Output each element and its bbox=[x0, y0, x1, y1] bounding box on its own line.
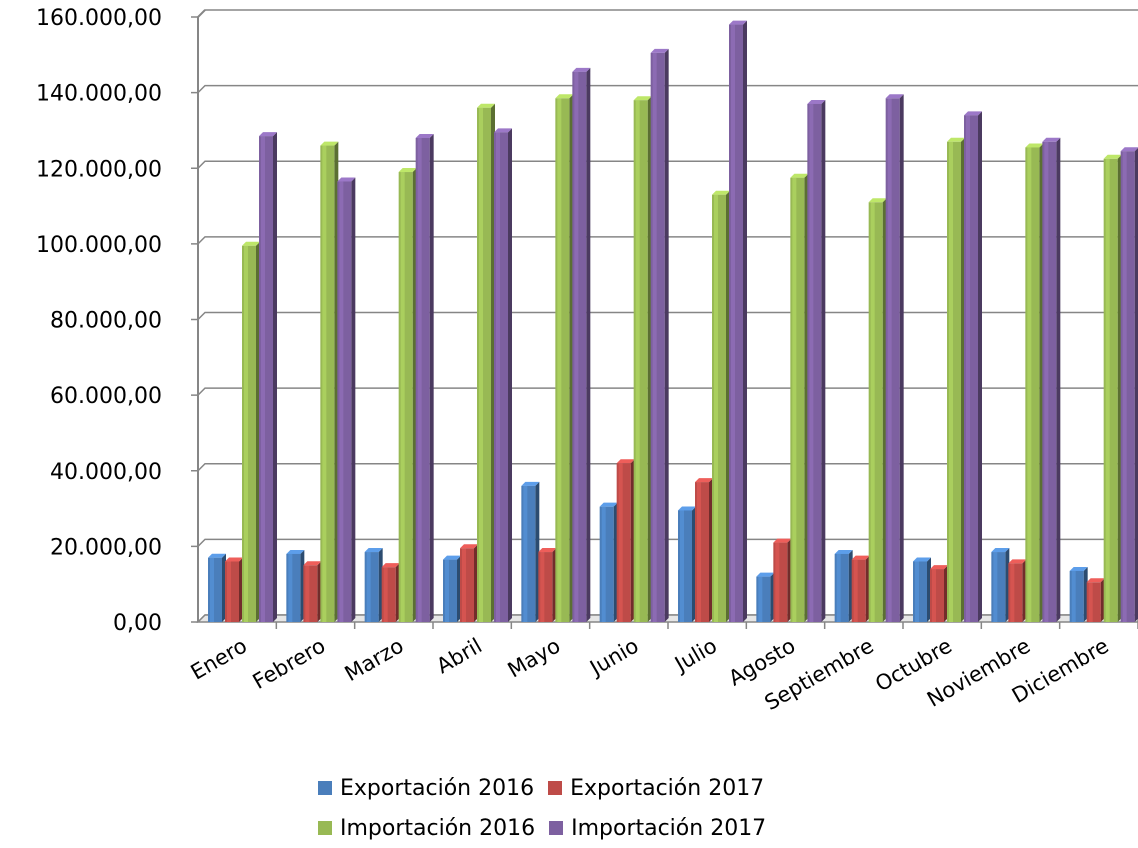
x-tick-label: Enero bbox=[187, 634, 251, 685]
bar-exportacion-2017-julio bbox=[695, 478, 713, 622]
legend-swatch-importacion-2016 bbox=[318, 821, 332, 835]
bar-importacion-2017-febrero bbox=[337, 177, 356, 622]
bar-exportacion-2017-septiembre bbox=[851, 555, 870, 622]
bar-importacion-2017-mayo bbox=[572, 67, 591, 622]
legend-label: Exportación 2016 bbox=[340, 775, 535, 801]
bar-exportacion-2017-diciembre bbox=[1086, 578, 1105, 622]
y-tick-label: 120.000,00 bbox=[36, 157, 162, 182]
bar-importacion-2017-marzo bbox=[415, 134, 434, 622]
x-tick-label: Febrero bbox=[249, 634, 330, 694]
bar-importacion-2016-agosto bbox=[790, 173, 809, 622]
y-tick-label: 160.000,00 bbox=[36, 6, 162, 31]
gridline bbox=[197, 538, 1138, 547]
legend-swatch-importacion-2017 bbox=[549, 821, 564, 835]
gridline bbox=[197, 463, 1138, 472]
bar-exportacion-2016-febrero bbox=[286, 549, 305, 622]
y-tick-label: 20.000,00 bbox=[50, 535, 162, 560]
x-tick-label: Marzo bbox=[341, 634, 408, 687]
gridline bbox=[197, 236, 1138, 245]
y-tick-label: 140.000,00 bbox=[36, 82, 162, 107]
bar-importacion-2017-abril bbox=[494, 128, 512, 622]
legend-label: Exportación 2017 bbox=[570, 775, 765, 801]
x-tick-label: Abril bbox=[432, 634, 486, 679]
legend-label: Importación 2016 bbox=[340, 815, 536, 841]
x-tick-label: Julio bbox=[669, 634, 721, 678]
bar-importacion-2017-agosto bbox=[807, 99, 826, 622]
bar-exportacion-2017-junio bbox=[616, 459, 635, 622]
legend-swatch-exportacion-2017 bbox=[548, 781, 563, 795]
bar-exportacion-2017-octubre bbox=[930, 565, 948, 622]
bar-importacion-2017-septiembre bbox=[885, 94, 904, 622]
bar-exportacion-2017-mayo bbox=[538, 548, 557, 622]
bar-exportacion-2016-diciembre bbox=[1069, 566, 1088, 622]
bar-exportacion-2016-abril bbox=[443, 555, 461, 622]
bar-importacion-2017-junio bbox=[650, 48, 669, 622]
x-tick-label: Junio bbox=[584, 634, 642, 682]
bar-exportacion-2017-agosto bbox=[773, 538, 792, 622]
bar-importacion-2017-octubre bbox=[964, 111, 982, 622]
bar-importacion-2016-febrero bbox=[320, 141, 339, 622]
bar-exportacion-2017-marzo bbox=[381, 563, 400, 622]
bar-exportacion-2017-febrero bbox=[303, 561, 322, 622]
y-tick-label: 80.000,00 bbox=[50, 309, 162, 334]
bar-importacion-2017-diciembre bbox=[1120, 147, 1138, 622]
legend-row-2: Importación 2016 Importación 2017 bbox=[318, 808, 878, 848]
bar-exportacion-2017-enero bbox=[225, 557, 243, 622]
bar-exportacion-2016-marzo bbox=[364, 548, 383, 622]
legend-item-importacion-2017: Importación 2017 bbox=[549, 816, 766, 841]
y-tick-label: 40.000,00 bbox=[50, 460, 162, 485]
bar-importacion-2017-enero bbox=[259, 132, 277, 622]
y-tick-label: 100.000,00 bbox=[36, 233, 162, 258]
bar-importacion-2016-mayo bbox=[555, 94, 574, 622]
bar-importacion-2016-marzo bbox=[398, 168, 417, 622]
bar-exportacion-2017-abril bbox=[460, 544, 478, 622]
bar-exportacion-2016-junio bbox=[599, 502, 618, 622]
legend-item-exportacion-2017: Exportación 2017 bbox=[548, 776, 764, 801]
bar-exportacion-2016-mayo bbox=[521, 481, 540, 622]
bar-exportacion-2016-agosto bbox=[756, 572, 775, 622]
legend-item-exportacion-2016: Exportación 2016 bbox=[318, 776, 534, 801]
bar-importacion-2016-diciembre bbox=[1103, 154, 1122, 622]
bar-importacion-2016-octubre bbox=[947, 137, 965, 622]
bar-importacion-2016-julio bbox=[712, 190, 730, 622]
gridline bbox=[197, 9, 1138, 18]
legend: Exportación 2016 Exportación 2017 Import… bbox=[318, 768, 878, 848]
bar-chart: 0,00 20.000,00 40.000,00 60.000,00 80.000,00… bbox=[36, 6, 1138, 716]
bar-exportacion-2017-noviembre bbox=[1008, 559, 1027, 622]
y-tick-label: 60.000,00 bbox=[50, 384, 162, 409]
bars bbox=[208, 20, 1138, 622]
bar-importacion-2016-septiembre bbox=[868, 198, 887, 622]
gridline bbox=[197, 160, 1138, 169]
bar-exportacion-2016-octubre bbox=[913, 557, 931, 622]
bar-exportacion-2016-enero bbox=[208, 553, 226, 622]
bar-importacion-2016-junio bbox=[633, 96, 652, 622]
gridline bbox=[197, 311, 1138, 321]
legend-row-1: Exportación 2016 Exportación 2017 bbox=[318, 768, 878, 808]
bar-importacion-2016-noviembre bbox=[1025, 143, 1044, 622]
legend-label: Importación 2017 bbox=[571, 815, 767, 841]
gridline bbox=[197, 84, 1138, 94]
bar-importacion-2017-julio bbox=[729, 20, 747, 622]
bar-exportacion-2016-noviembre bbox=[991, 548, 1010, 622]
legend-item-importacion-2016: Importación 2016 bbox=[318, 816, 535, 841]
gridline bbox=[197, 387, 1138, 396]
y-tick-labels: 0,00 20.000,00 40.000,00 60.000,00 80.000,00… bbox=[36, 6, 162, 636]
bar-exportacion-2016-julio bbox=[678, 506, 696, 622]
bar-importacion-2016-enero bbox=[242, 241, 260, 622]
x-tick-label: Mayo bbox=[504, 634, 565, 683]
legend-swatch-exportacion-2016 bbox=[318, 781, 332, 795]
bar-importacion-2017-noviembre bbox=[1042, 137, 1061, 622]
bar-importacion-2016-abril bbox=[477, 103, 495, 622]
y-tick-label: 0,00 bbox=[113, 611, 162, 636]
bar-exportacion-2016-septiembre bbox=[834, 549, 853, 622]
